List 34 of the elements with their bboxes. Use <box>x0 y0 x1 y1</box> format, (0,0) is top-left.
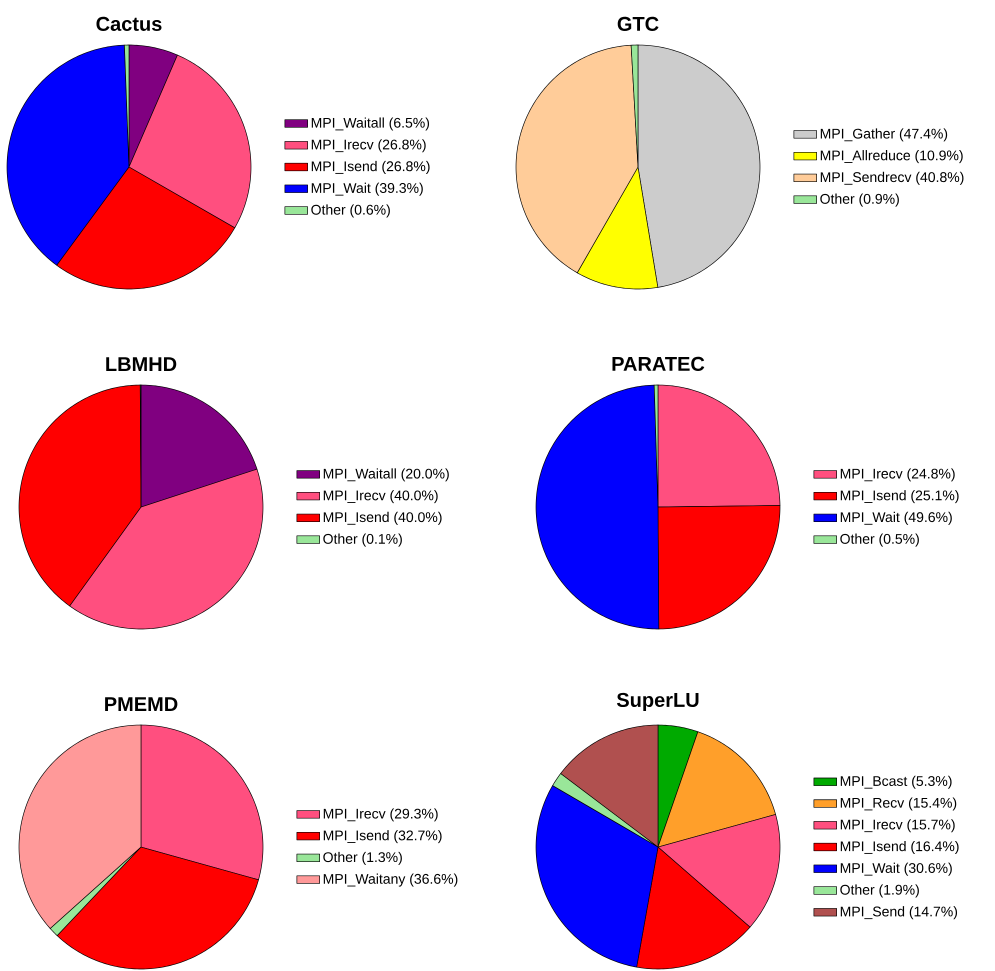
legend-label: MPI_Irecv (40.0%) <box>324 490 438 504</box>
chart-title: GTC <box>618 16 659 31</box>
legend-label: Other (1.9%) <box>840 884 919 898</box>
chart-title: SuperLU <box>616 692 698 711</box>
legend-label: MPI_Bcast (5.3%) <box>840 776 952 789</box>
legend-label: MPI_Isend (25.1%) <box>840 490 959 504</box>
legend-label: MPI_Waitall (20.0%) <box>324 468 449 482</box>
legend-label: MPI_Gather (47.4%) <box>820 128 948 142</box>
legend-label: MPI_Irecv (24.8%) <box>840 468 955 482</box>
chart-title: PMEMD <box>105 697 178 711</box>
legend-label: MPI_Recv (15.4%) <box>840 797 956 811</box>
legend-label: MPI_Irecv (29.3%) <box>324 808 438 822</box>
legend-label: Other (0.1%) <box>323 534 402 547</box>
chart-title: LBMHD <box>106 357 176 371</box>
legend-label: MPI_Irecv (26.8%) <box>312 139 426 152</box>
legend-label: MPI_Allreduce (10.9%) <box>820 150 963 164</box>
legend-label: Other (0.5%) <box>840 534 919 547</box>
legend-label: MPI_Send (14.7%) <box>840 906 958 920</box>
legend-label: MPI_Sendrecv (40.8%) <box>820 172 964 185</box>
legend-label: MPI_Waitany (36.6%) <box>324 874 458 887</box>
chart-title: Cactus <box>96 16 162 31</box>
legend-label: MPI_Isend (32.7%) <box>324 830 442 844</box>
legend-label: Other (0.6%) <box>311 204 390 218</box>
legend-label: Other (1.3%) <box>323 852 402 865</box>
legend-label: MPI_Wait (30.6%) <box>840 862 952 876</box>
legend-label: MPI_Wait (49.6%) <box>840 512 952 525</box>
legend-label: MPI_Waitall (6.5%) <box>312 117 430 130</box>
legend-label: MPI_Isend (26.8%) <box>312 160 430 174</box>
legend-label: MPI_Isend (16.4%) <box>840 840 959 854</box>
legend-label: Other (0.9%) <box>820 194 899 207</box>
chart-title: PARATEC <box>612 356 704 371</box>
legend-label: MPI_Irecv (15.7%) <box>840 819 955 832</box>
legend-label: MPI_Isend (40.0%) <box>324 512 442 525</box>
legend-label: MPI_Wait (39.3%) <box>312 182 423 196</box>
